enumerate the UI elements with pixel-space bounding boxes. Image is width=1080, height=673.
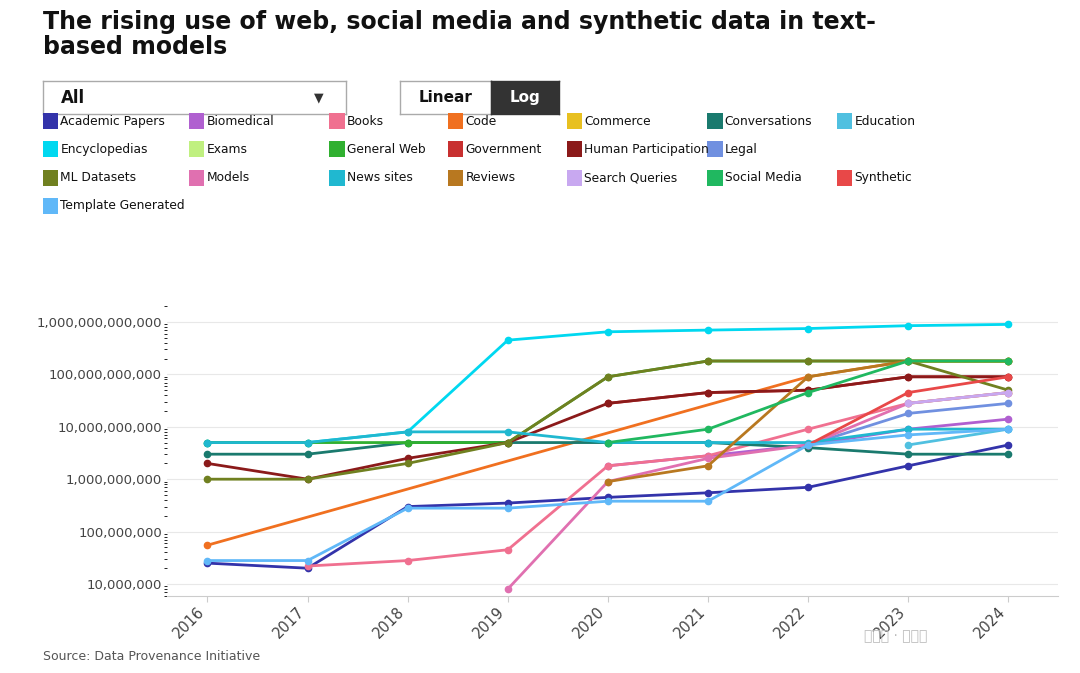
Text: Synthetic: Synthetic — [854, 171, 912, 184]
Text: ML Datasets: ML Datasets — [60, 171, 136, 184]
Text: Books: Books — [347, 114, 383, 128]
Text: News sites: News sites — [347, 171, 413, 184]
Text: Search Queries: Search Queries — [584, 171, 677, 184]
Text: General Web: General Web — [347, 143, 426, 156]
Text: ▼: ▼ — [313, 91, 323, 104]
Text: All: All — [62, 89, 85, 106]
Text: Biomedical: Biomedical — [206, 114, 274, 128]
Text: based models: based models — [43, 35, 228, 59]
Text: The rising use of web, social media and synthetic data in text-: The rising use of web, social media and … — [43, 10, 876, 34]
Text: Source: Data Provenance Initiative: Source: Data Provenance Initiative — [43, 650, 260, 663]
Text: Academic Papers: Academic Papers — [60, 114, 165, 128]
Text: Commerce: Commerce — [584, 114, 651, 128]
Text: Reviews: Reviews — [465, 171, 515, 184]
Text: 公众号 · 新智元: 公众号 · 新智元 — [864, 629, 928, 643]
Text: Code: Code — [465, 114, 497, 128]
Text: Social Media: Social Media — [725, 171, 801, 184]
Text: Template Generated: Template Generated — [60, 199, 185, 213]
Text: Human Participation: Human Participation — [584, 143, 710, 156]
Text: Models: Models — [206, 171, 249, 184]
Text: Education: Education — [854, 114, 915, 128]
Text: Government: Government — [465, 143, 542, 156]
Text: Conversations: Conversations — [725, 114, 812, 128]
Text: Exams: Exams — [206, 143, 247, 156]
Text: Log: Log — [510, 90, 541, 105]
Text: Legal: Legal — [725, 143, 757, 156]
Text: Linear: Linear — [419, 90, 472, 105]
Text: Encyclopedias: Encyclopedias — [60, 143, 148, 156]
